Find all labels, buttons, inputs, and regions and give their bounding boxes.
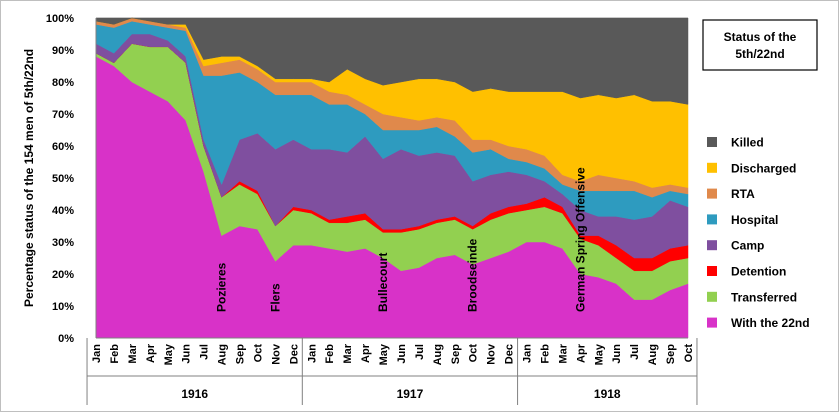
- legend-label: Killed: [731, 136, 764, 150]
- annotation-label: Broodseinde: [466, 238, 480, 312]
- y-tick-label: 100%: [46, 13, 74, 25]
- y-axis-label: Percentage status of the 154 men of 5th/…: [22, 49, 36, 307]
- annotation-label: German Spring Offensive: [573, 167, 587, 312]
- x-tick-label: Jul: [414, 344, 426, 360]
- y-tick-label: 60%: [52, 141, 74, 153]
- x-tick-label: Jul: [199, 344, 211, 360]
- x-tick-label: Sep: [665, 344, 677, 364]
- x-tick-label: Apr: [575, 343, 587, 363]
- x-tick-label: Sep: [450, 344, 462, 364]
- annotation-label: Bullecourt: [376, 253, 390, 312]
- legend: Status of the 5th/22nd Killed Discharged R…: [702, 19, 818, 330]
- annotation-layer: Pozieres Flers Bullecourt Broodseinde German…: [215, 167, 588, 312]
- x-tick-label: Jan: [306, 344, 318, 363]
- x-tick-label: Oct: [253, 344, 265, 363]
- legend-swatch: [707, 266, 717, 276]
- year-label: 1916: [181, 387, 208, 401]
- legend-label: Transferred: [731, 290, 797, 304]
- x-tick-label: Feb: [540, 344, 552, 364]
- annotation-label: Flers: [268, 283, 282, 312]
- y-tick-label: 70%: [52, 109, 74, 121]
- legend-swatch: [707, 137, 717, 147]
- x-tick-label: Mar: [342, 343, 354, 363]
- x-tick-label: Nov: [486, 343, 498, 365]
- x-tick-label: Oct: [468, 344, 480, 363]
- legend-swatch: [707, 291, 717, 302]
- x-tick-label: Aug: [647, 344, 659, 365]
- x-tick-label: Dec: [288, 344, 300, 364]
- x-tick-label: Oct: [683, 344, 695, 363]
- legend-title-line-1: Status of the: [724, 30, 797, 44]
- x-tick-label: Jan: [91, 344, 103, 363]
- annotation-label: Pozieres: [215, 262, 229, 312]
- legend-label: RTA: [731, 187, 755, 201]
- legend-swatch: [707, 214, 717, 225]
- x-tick-label: Jun: [181, 344, 193, 364]
- x-tick-label: Sep: [235, 344, 247, 364]
- x-tick-label: Nov: [270, 343, 282, 365]
- y-tick-label: 10%: [52, 301, 74, 313]
- x-tick-label: Mar: [127, 343, 139, 363]
- x-tick-label: Jun: [611, 344, 623, 364]
- y-tick-label: 40%: [52, 205, 74, 217]
- x-tick-label: Feb: [109, 344, 121, 364]
- legend-title-line-2: 5th/22nd: [735, 47, 784, 61]
- legend-swatch: [707, 162, 717, 173]
- legend-swatch: [707, 240, 717, 251]
- year-label: 1917: [397, 387, 424, 401]
- y-tick-label: 50%: [52, 173, 74, 185]
- legend-label: Detention: [731, 265, 786, 279]
- area-layer: [95, 17, 689, 339]
- x-tick-label: Jun: [396, 344, 408, 364]
- x-tick-label: May: [163, 343, 175, 365]
- x-tick-label: Jul: [629, 344, 641, 360]
- y-tick-label: 20%: [52, 269, 74, 281]
- axis-layer: 0% 10% 20% 30% 40% 50% 60% 70% 80% 90% 100% Jan Feb M…: [46, 13, 698, 405]
- y-tick-label: 0%: [58, 333, 74, 345]
- x-tick-label: Aug: [432, 344, 444, 365]
- y-tick-label: 80%: [52, 77, 74, 89]
- x-tick-label: May: [593, 343, 605, 365]
- legend-swatch: [707, 317, 717, 328]
- legend-swatch: [707, 188, 717, 199]
- x-tick-label: Aug: [217, 344, 229, 365]
- area-series: [95, 17, 689, 105]
- legend-title-box: [702, 19, 818, 71]
- x-tick-label: May: [378, 343, 390, 365]
- x-tick-label: Apr: [360, 343, 372, 363]
- legend-label: Camp: [731, 239, 764, 253]
- x-tick-label: Feb: [324, 344, 336, 364]
- x-tick-label: Dec: [504, 344, 516, 364]
- legend-items: Killed Discharged RTA Hospital Camp Detention…: [707, 136, 810, 330]
- year-label: 1918: [594, 387, 621, 401]
- x-tick-label: Mar: [557, 343, 569, 363]
- x-tick-label: Apr: [145, 343, 157, 363]
- x-tick-label: Jan: [522, 344, 534, 363]
- legend-label: Discharged: [731, 161, 796, 175]
- legend-label: With the 22nd: [731, 316, 810, 330]
- y-tick-label: 30%: [52, 237, 74, 249]
- y-tick-label: 90%: [52, 45, 74, 57]
- legend-label: Hospital: [731, 213, 778, 227]
